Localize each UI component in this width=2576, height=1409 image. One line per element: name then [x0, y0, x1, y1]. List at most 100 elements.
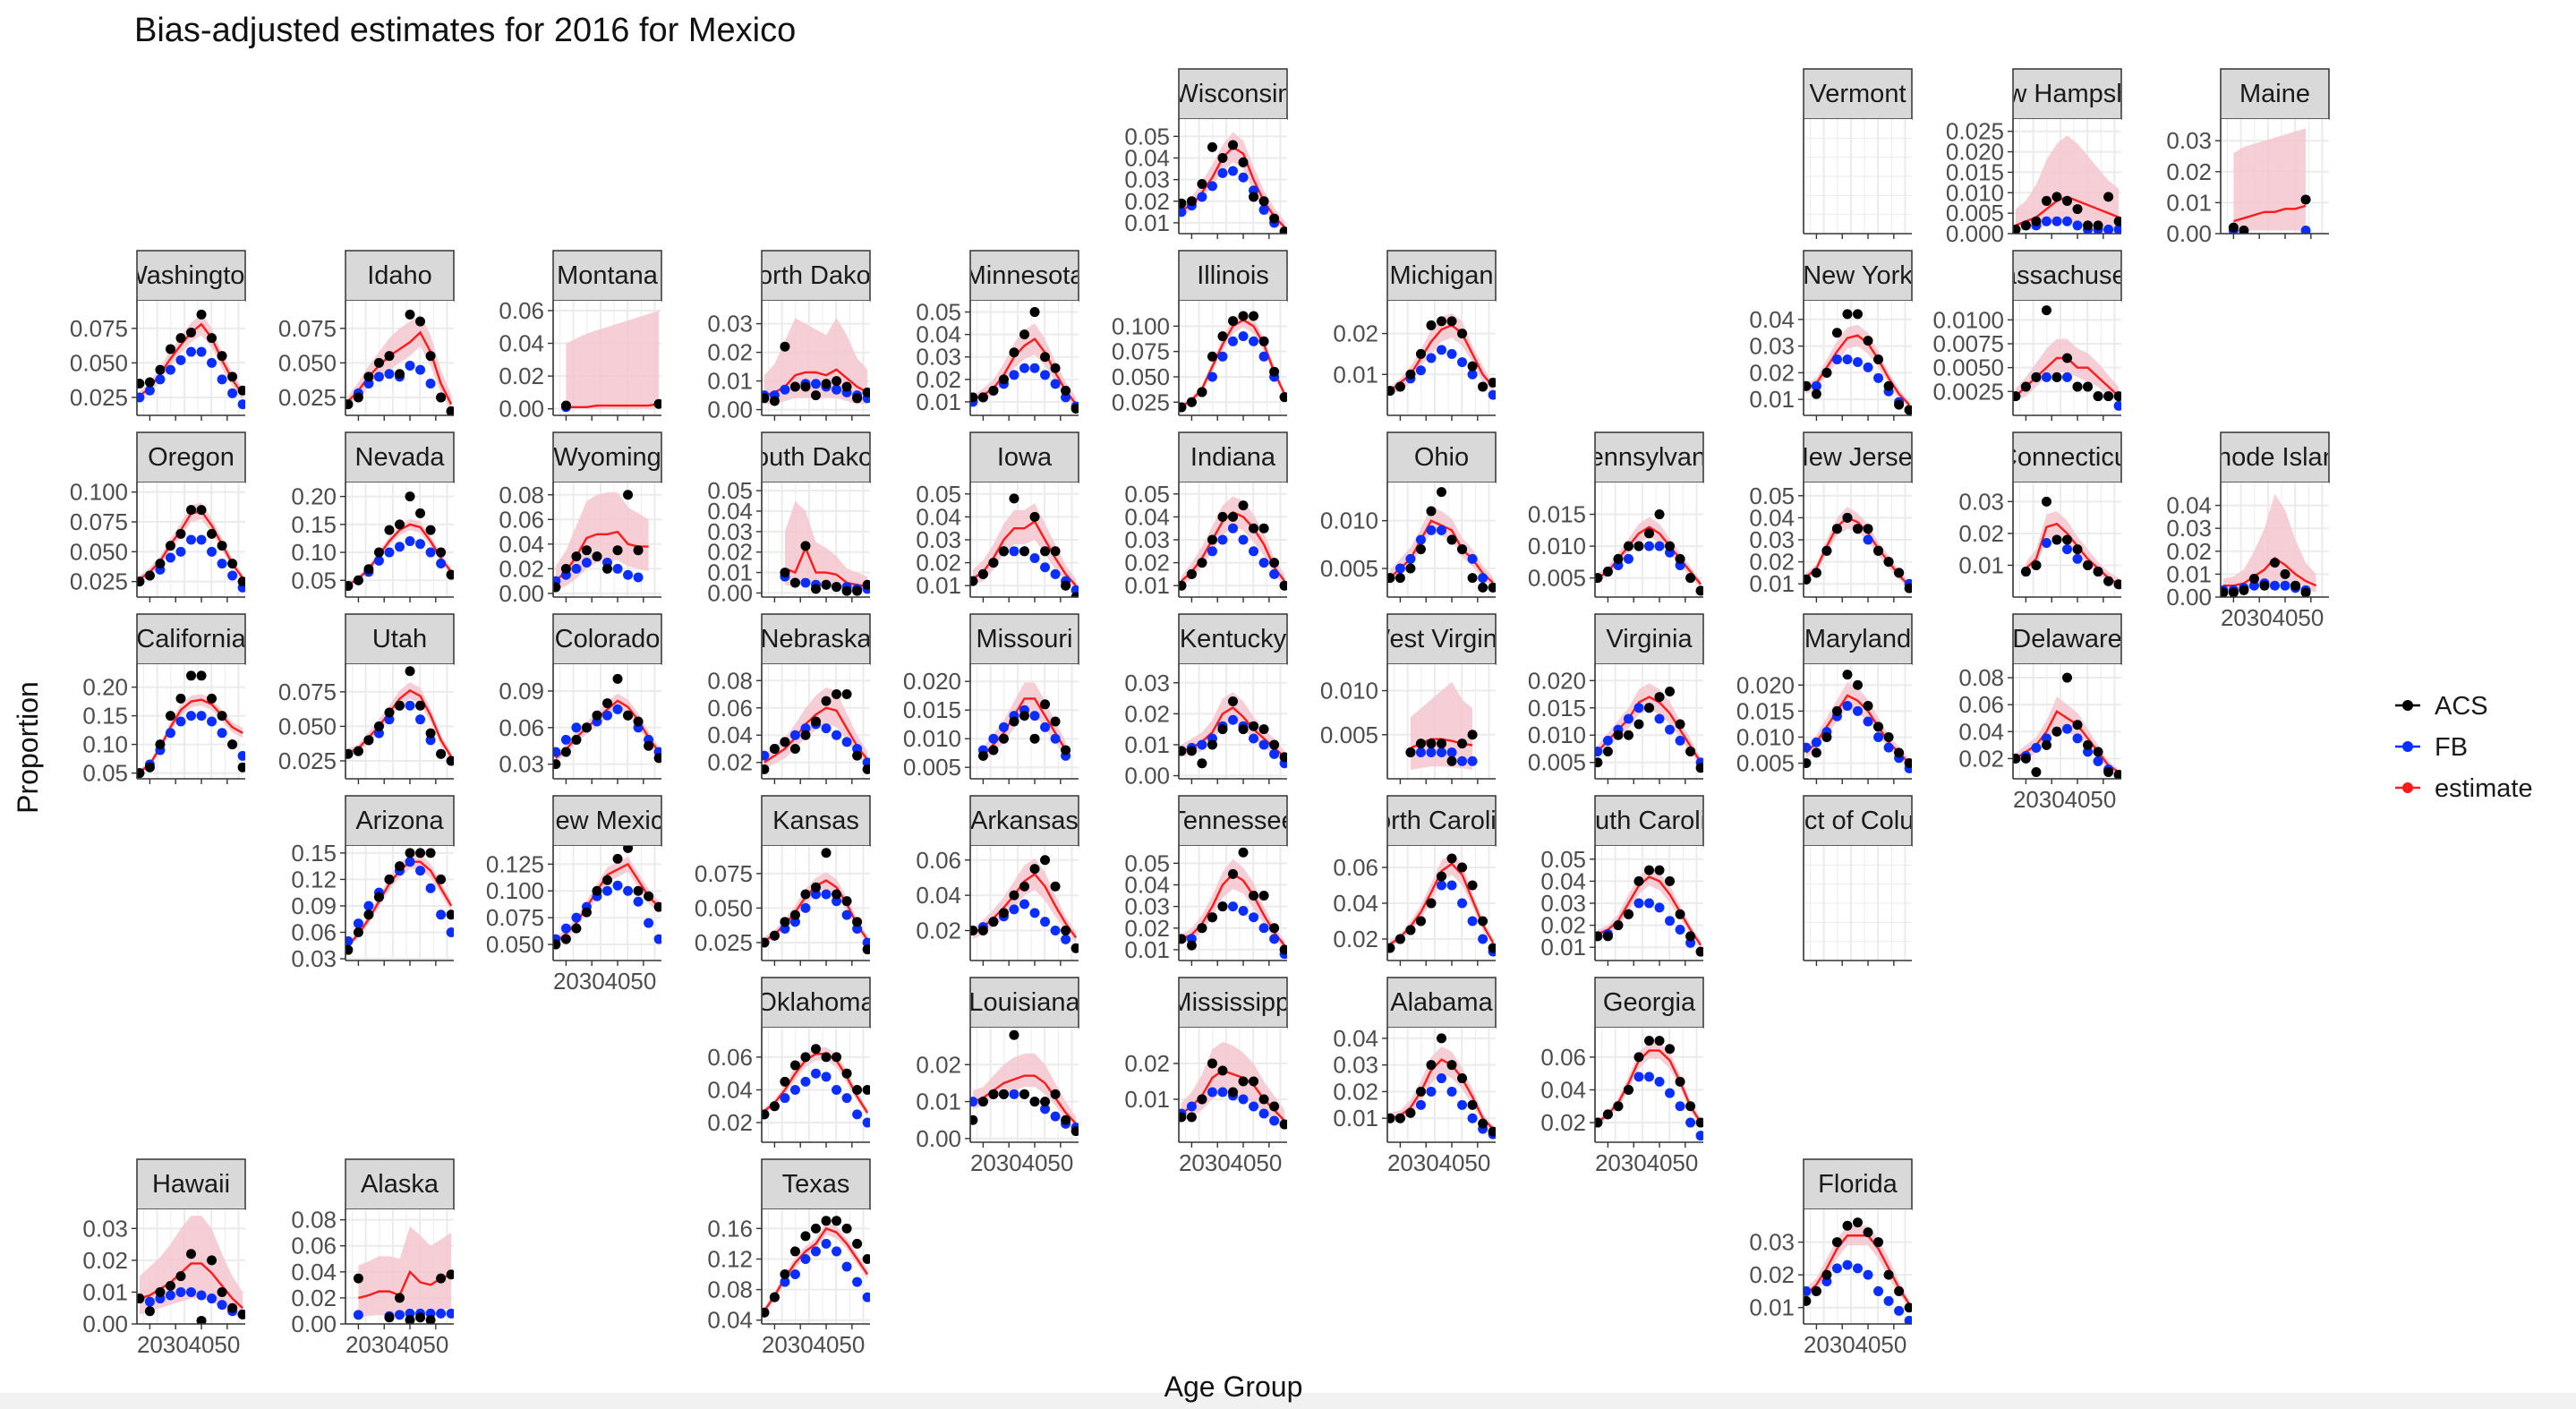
fb-point	[353, 918, 363, 929]
acs-point	[592, 551, 602, 562]
acs-point	[155, 364, 166, 375]
acs-point	[217, 351, 227, 362]
estimate-interval-band	[1805, 681, 1910, 767]
y-tick-label: 0.00	[2166, 584, 2212, 611]
fb-point	[811, 889, 821, 900]
acs-point	[1467, 730, 1478, 740]
y-tick-label: 0.02	[1540, 1109, 1586, 1136]
acs-point	[623, 490, 634, 500]
acs-point	[1842, 1220, 1853, 1231]
acs-point	[1633, 875, 1644, 886]
acs-point	[1405, 925, 1416, 935]
y-tick-label: 0.06	[291, 918, 337, 945]
y-tick-label: 0.010	[1528, 722, 1586, 748]
fb-point	[2072, 733, 2083, 744]
y-tick-label: 0.04	[499, 531, 544, 558]
y-tick-label: 0.04	[291, 1259, 337, 1285]
acs-point	[1061, 745, 1071, 756]
y-tick-label: 0.02	[1333, 926, 1378, 952]
estimate-interval-band	[2222, 493, 2316, 593]
y-tick-label: 0.05	[291, 567, 337, 593]
acs-point	[1457, 1073, 1468, 1084]
acs-point	[1863, 1227, 1873, 1238]
acs-point	[1894, 568, 1905, 578]
fb-point	[227, 570, 238, 581]
y-tick-label: 0.010	[1528, 533, 1586, 559]
facet-label: Texas	[782, 1170, 850, 1199]
fb-point	[1269, 1115, 1280, 1126]
fb-point	[571, 563, 582, 574]
acs-point	[196, 505, 207, 516]
acs-point	[1217, 1065, 1228, 1076]
fb-point	[789, 1269, 800, 1280]
acs-point	[1488, 377, 1496, 388]
fb-point	[373, 371, 384, 382]
acs-point	[2031, 216, 2042, 226]
acs-point	[602, 698, 612, 709]
x-tick-label: 50	[214, 1331, 240, 1358]
fb-point	[2280, 580, 2290, 591]
acs-point	[1804, 1295, 1812, 1306]
fb-point	[1804, 742, 1812, 753]
acs-point	[970, 1114, 978, 1125]
acs-point	[1602, 567, 1613, 577]
y-tick-label: 0.005	[1528, 749, 1586, 776]
y-tick-label: 0.05	[916, 299, 961, 326]
fb-point	[2072, 553, 2083, 564]
acs-point	[2290, 580, 2301, 591]
acs-point	[1258, 891, 1269, 901]
y-tick-label: 0.02	[82, 1247, 128, 1274]
acs-point	[832, 889, 842, 900]
fb-point	[1207, 181, 1217, 192]
fb-point	[811, 1068, 821, 1079]
panel-grid	[553, 846, 661, 961]
fb-point	[175, 546, 186, 557]
estimate-interval-band	[555, 693, 660, 762]
acs-point	[1258, 1094, 1269, 1105]
acs-point	[1478, 381, 1488, 392]
fb-point	[1633, 898, 1644, 909]
acs-point	[1040, 699, 1051, 710]
estimate-interval-band	[358, 1225, 452, 1318]
facet-label: Alaska	[361, 1170, 439, 1199]
acs-point	[2072, 204, 2083, 215]
y-tick-label: 0.02	[707, 749, 753, 776]
acs-point	[1613, 920, 1624, 931]
acs-point	[841, 381, 852, 392]
fb-point	[1437, 1073, 1446, 1084]
acs-point	[1446, 853, 1457, 864]
y-tick-label: 0.15	[291, 511, 337, 538]
facet-label: District of Columbia	[1745, 807, 1971, 835]
facet-label: Ohio	[1414, 443, 1469, 472]
y-tick-label: 0.075	[486, 904, 544, 931]
y-tick-label: 0.00	[82, 1311, 128, 1337]
acs-point	[1665, 686, 1676, 696]
fb-point	[1644, 1072, 1654, 1082]
acs-point	[1061, 385, 1071, 396]
acs-point	[1613, 1101, 1624, 1112]
y-tick-label: 0.05	[707, 477, 753, 504]
acs-point	[780, 1076, 790, 1087]
fb-point	[1009, 1089, 1019, 1099]
acs-point	[1269, 558, 1280, 568]
acs-point	[1415, 916, 1426, 927]
fb-point	[405, 857, 415, 867]
facet-label: Tennessee	[1170, 807, 1295, 835]
y-tick-label: 0.04	[2166, 492, 2212, 519]
fb-point	[353, 1310, 363, 1320]
y-tick-label: 0.075	[278, 315, 337, 342]
facet-strip	[761, 1158, 871, 1210]
acs-point	[581, 545, 592, 556]
acs-point	[137, 379, 145, 389]
acs-point	[373, 547, 384, 558]
acs-point	[1804, 758, 1812, 769]
acs-point	[1821, 731, 1832, 742]
panel-minnesota: Minnesota 0.010.020.030.040.05	[916, 250, 1079, 421]
acs-point	[789, 1246, 800, 1257]
fb-point	[1863, 1269, 1873, 1280]
fb-point	[425, 735, 436, 746]
acs-point	[852, 1238, 863, 1249]
fb-point	[2031, 742, 2042, 753]
fb-point	[811, 379, 821, 389]
panel-mississippi: Mississippi 0.01 0.02 20 30 40 50	[1124, 977, 1288, 1176]
